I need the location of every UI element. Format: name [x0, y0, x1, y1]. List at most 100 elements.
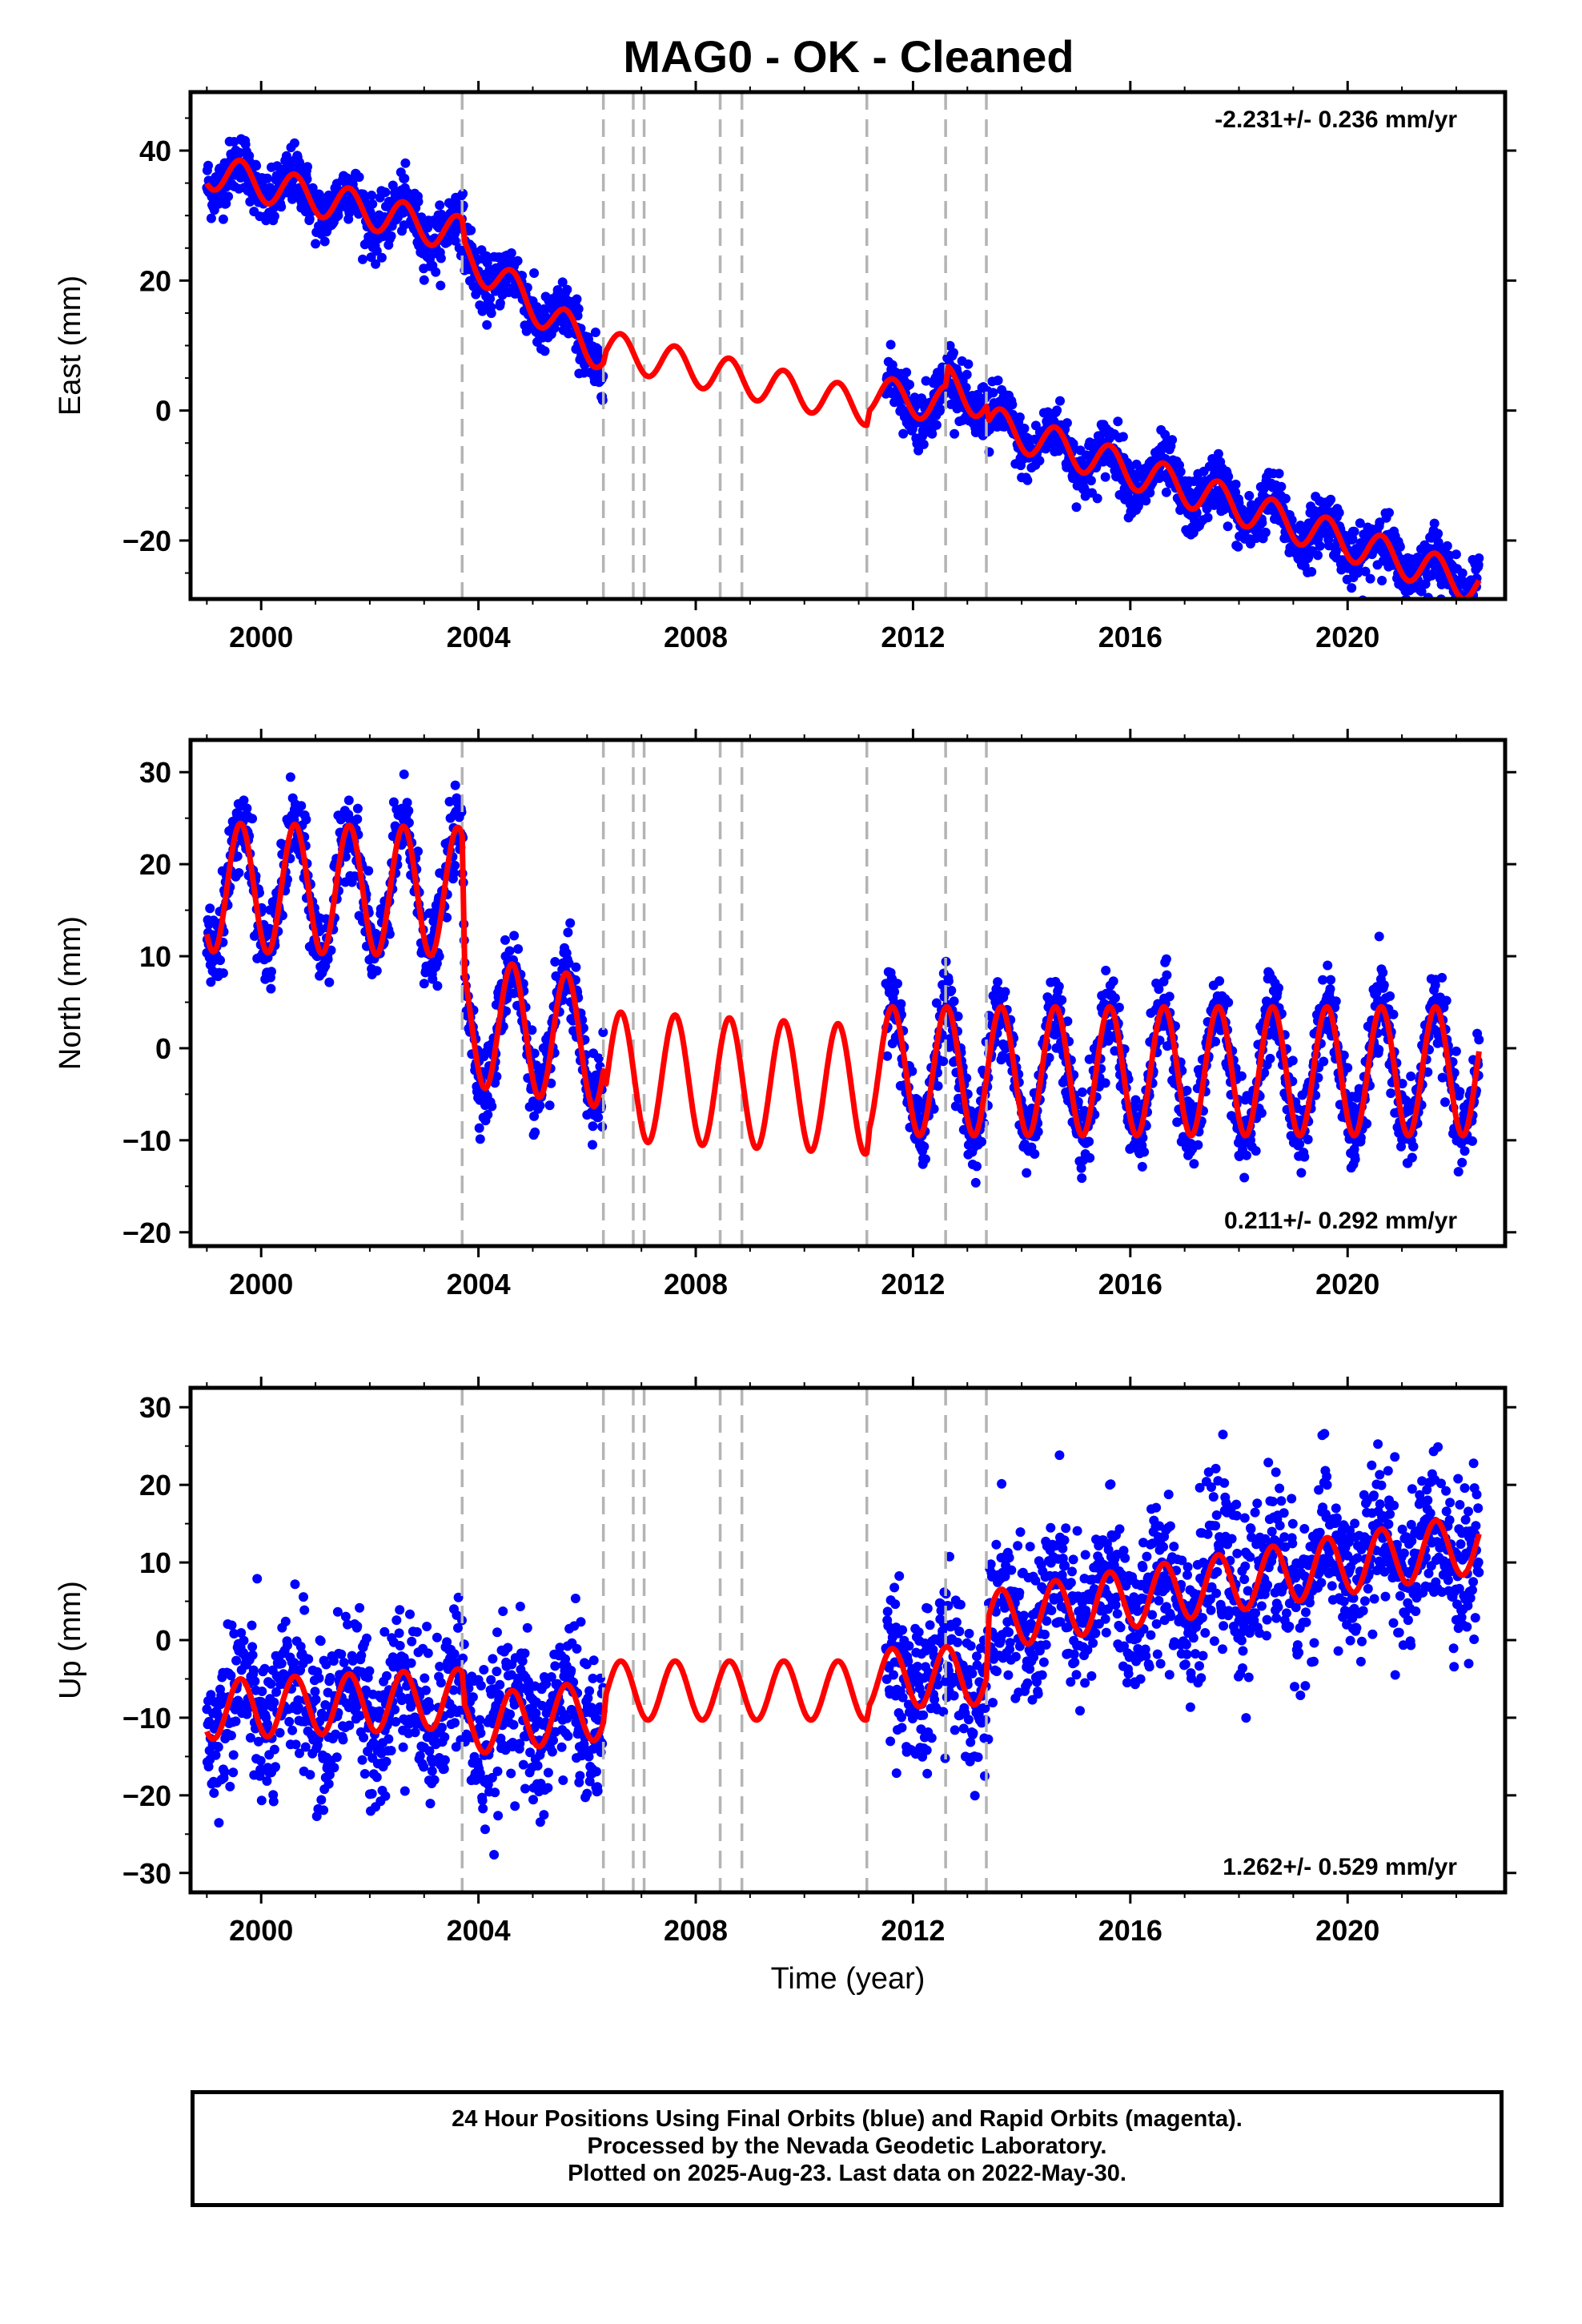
- north-obs-point: [1101, 965, 1111, 975]
- up-obs-point: [269, 1697, 279, 1707]
- north-obs-point: [1164, 991, 1174, 1002]
- north-obs-point: [215, 955, 225, 966]
- up-obs-point: [299, 1605, 310, 1615]
- east-xtick-label: 2000: [229, 621, 293, 653]
- up-obs-point: [280, 1616, 291, 1626]
- north-obs-point: [504, 946, 515, 956]
- east-obs-point: [1052, 405, 1062, 416]
- north-obs-point: [530, 1127, 540, 1137]
- up-obs-point: [311, 1695, 321, 1705]
- east-xtick-label: 2008: [664, 621, 728, 653]
- up-obs-point: [225, 1781, 235, 1791]
- east-obs-point: [1410, 605, 1419, 615]
- east-obs-point: [333, 211, 343, 221]
- east-obs-point: [400, 173, 410, 183]
- north-obs-point: [1274, 983, 1283, 993]
- east-obs-point: [371, 246, 382, 256]
- north-obs-point: [1108, 976, 1118, 987]
- north-obs-point: [970, 1177, 981, 1188]
- east-obs-point: [512, 255, 523, 266]
- up-obs-point: [227, 1620, 237, 1630]
- north-obs-point: [1022, 1168, 1032, 1178]
- north-obs-point: [1323, 960, 1333, 971]
- north-obs-point: [1139, 1147, 1150, 1157]
- east-obs-point: [1470, 600, 1480, 609]
- east-obs-point: [1223, 521, 1233, 532]
- north-obs-point: [1057, 995, 1067, 1005]
- north-obs-point: [563, 927, 573, 938]
- up-obs-point: [305, 1770, 315, 1780]
- up-obs-point: [209, 1788, 219, 1798]
- north-obs-point: [324, 977, 335, 987]
- east-obs-point: [1062, 418, 1072, 428]
- north-obs-point: [1474, 1035, 1484, 1045]
- up-observations: [202, 1429, 1484, 1860]
- east-obs-point: [573, 304, 584, 314]
- east-obs-point: [1307, 567, 1317, 577]
- north-obs-point: [1236, 1071, 1247, 1081]
- up-obs-point: [299, 1592, 308, 1602]
- north-obs-point: [402, 798, 412, 808]
- north-obs-point: [1215, 976, 1225, 986]
- north-obs-point: [1137, 1161, 1147, 1172]
- east-obs-point: [387, 180, 398, 191]
- east-obs-point: [1260, 527, 1271, 537]
- north-obs-point: [419, 979, 429, 989]
- up-obs-point: [228, 1750, 239, 1760]
- north-xtick-label: 2020: [1315, 1268, 1379, 1301]
- up-obs-point: [226, 1671, 236, 1681]
- north-obs-point: [1441, 995, 1452, 1006]
- north-obs-point: [323, 954, 333, 964]
- east-obs-point: [1161, 487, 1171, 497]
- east-obs-point: [1460, 625, 1470, 635]
- east-obs-point: [240, 139, 251, 150]
- up-obs-point: [269, 1744, 279, 1755]
- east-obs-point: [458, 188, 468, 199]
- north-obs-point: [1085, 1152, 1095, 1163]
- east-obs-point: [1459, 601, 1468, 611]
- east-obs-point: [1447, 606, 1456, 616]
- east-obs-point: [1433, 529, 1443, 539]
- north-obs-point: [1386, 1088, 1396, 1099]
- north-obs-point: [474, 1123, 484, 1133]
- north-obs-point: [343, 795, 354, 806]
- east-obs-point: [1398, 607, 1407, 617]
- up-obs-point: [256, 1795, 267, 1806]
- up-obs-point: [359, 1769, 370, 1779]
- north-obs-point: [500, 935, 510, 945]
- north-obs-point: [399, 769, 409, 779]
- east-ytick-label: 0: [155, 395, 171, 428]
- east-obs-point: [1014, 412, 1025, 422]
- east-obs-point: [949, 348, 958, 358]
- east-obs-point: [466, 225, 476, 235]
- north-obs-point: [1453, 1167, 1464, 1177]
- east-obs-point: [950, 428, 960, 439]
- east-obs-point: [315, 190, 325, 200]
- east-obs-point: [590, 328, 600, 337]
- east-obs-point: [1453, 601, 1463, 610]
- east-obs-point: [1175, 467, 1186, 476]
- north-obs-point: [1325, 984, 1335, 994]
- up-obs-point: [315, 1636, 326, 1647]
- up-obs-point: [352, 1621, 363, 1631]
- east-obs-point: [203, 160, 213, 171]
- east-obs-point: [386, 231, 396, 241]
- up-obs-point: [247, 1642, 258, 1652]
- up-obs-point: [262, 1776, 272, 1786]
- up-obs-point: [303, 1654, 314, 1664]
- north-obs-point: [1350, 1154, 1360, 1164]
- east-obs-point: [263, 173, 272, 183]
- east-obs-point: [354, 172, 364, 183]
- east-obs-point: [485, 294, 496, 304]
- north-obs-point: [1182, 1085, 1192, 1096]
- north-obs-point: [889, 987, 900, 997]
- up-obs-point: [287, 1725, 298, 1735]
- east-obs-point: [506, 248, 516, 258]
- up-obs-point: [314, 1673, 324, 1683]
- up-obs-point: [323, 1779, 334, 1789]
- up-obs-point: [339, 1658, 349, 1667]
- north-obs-point: [487, 1101, 497, 1112]
- east-obs-point: [206, 213, 216, 223]
- north-obs-point: [1326, 975, 1336, 985]
